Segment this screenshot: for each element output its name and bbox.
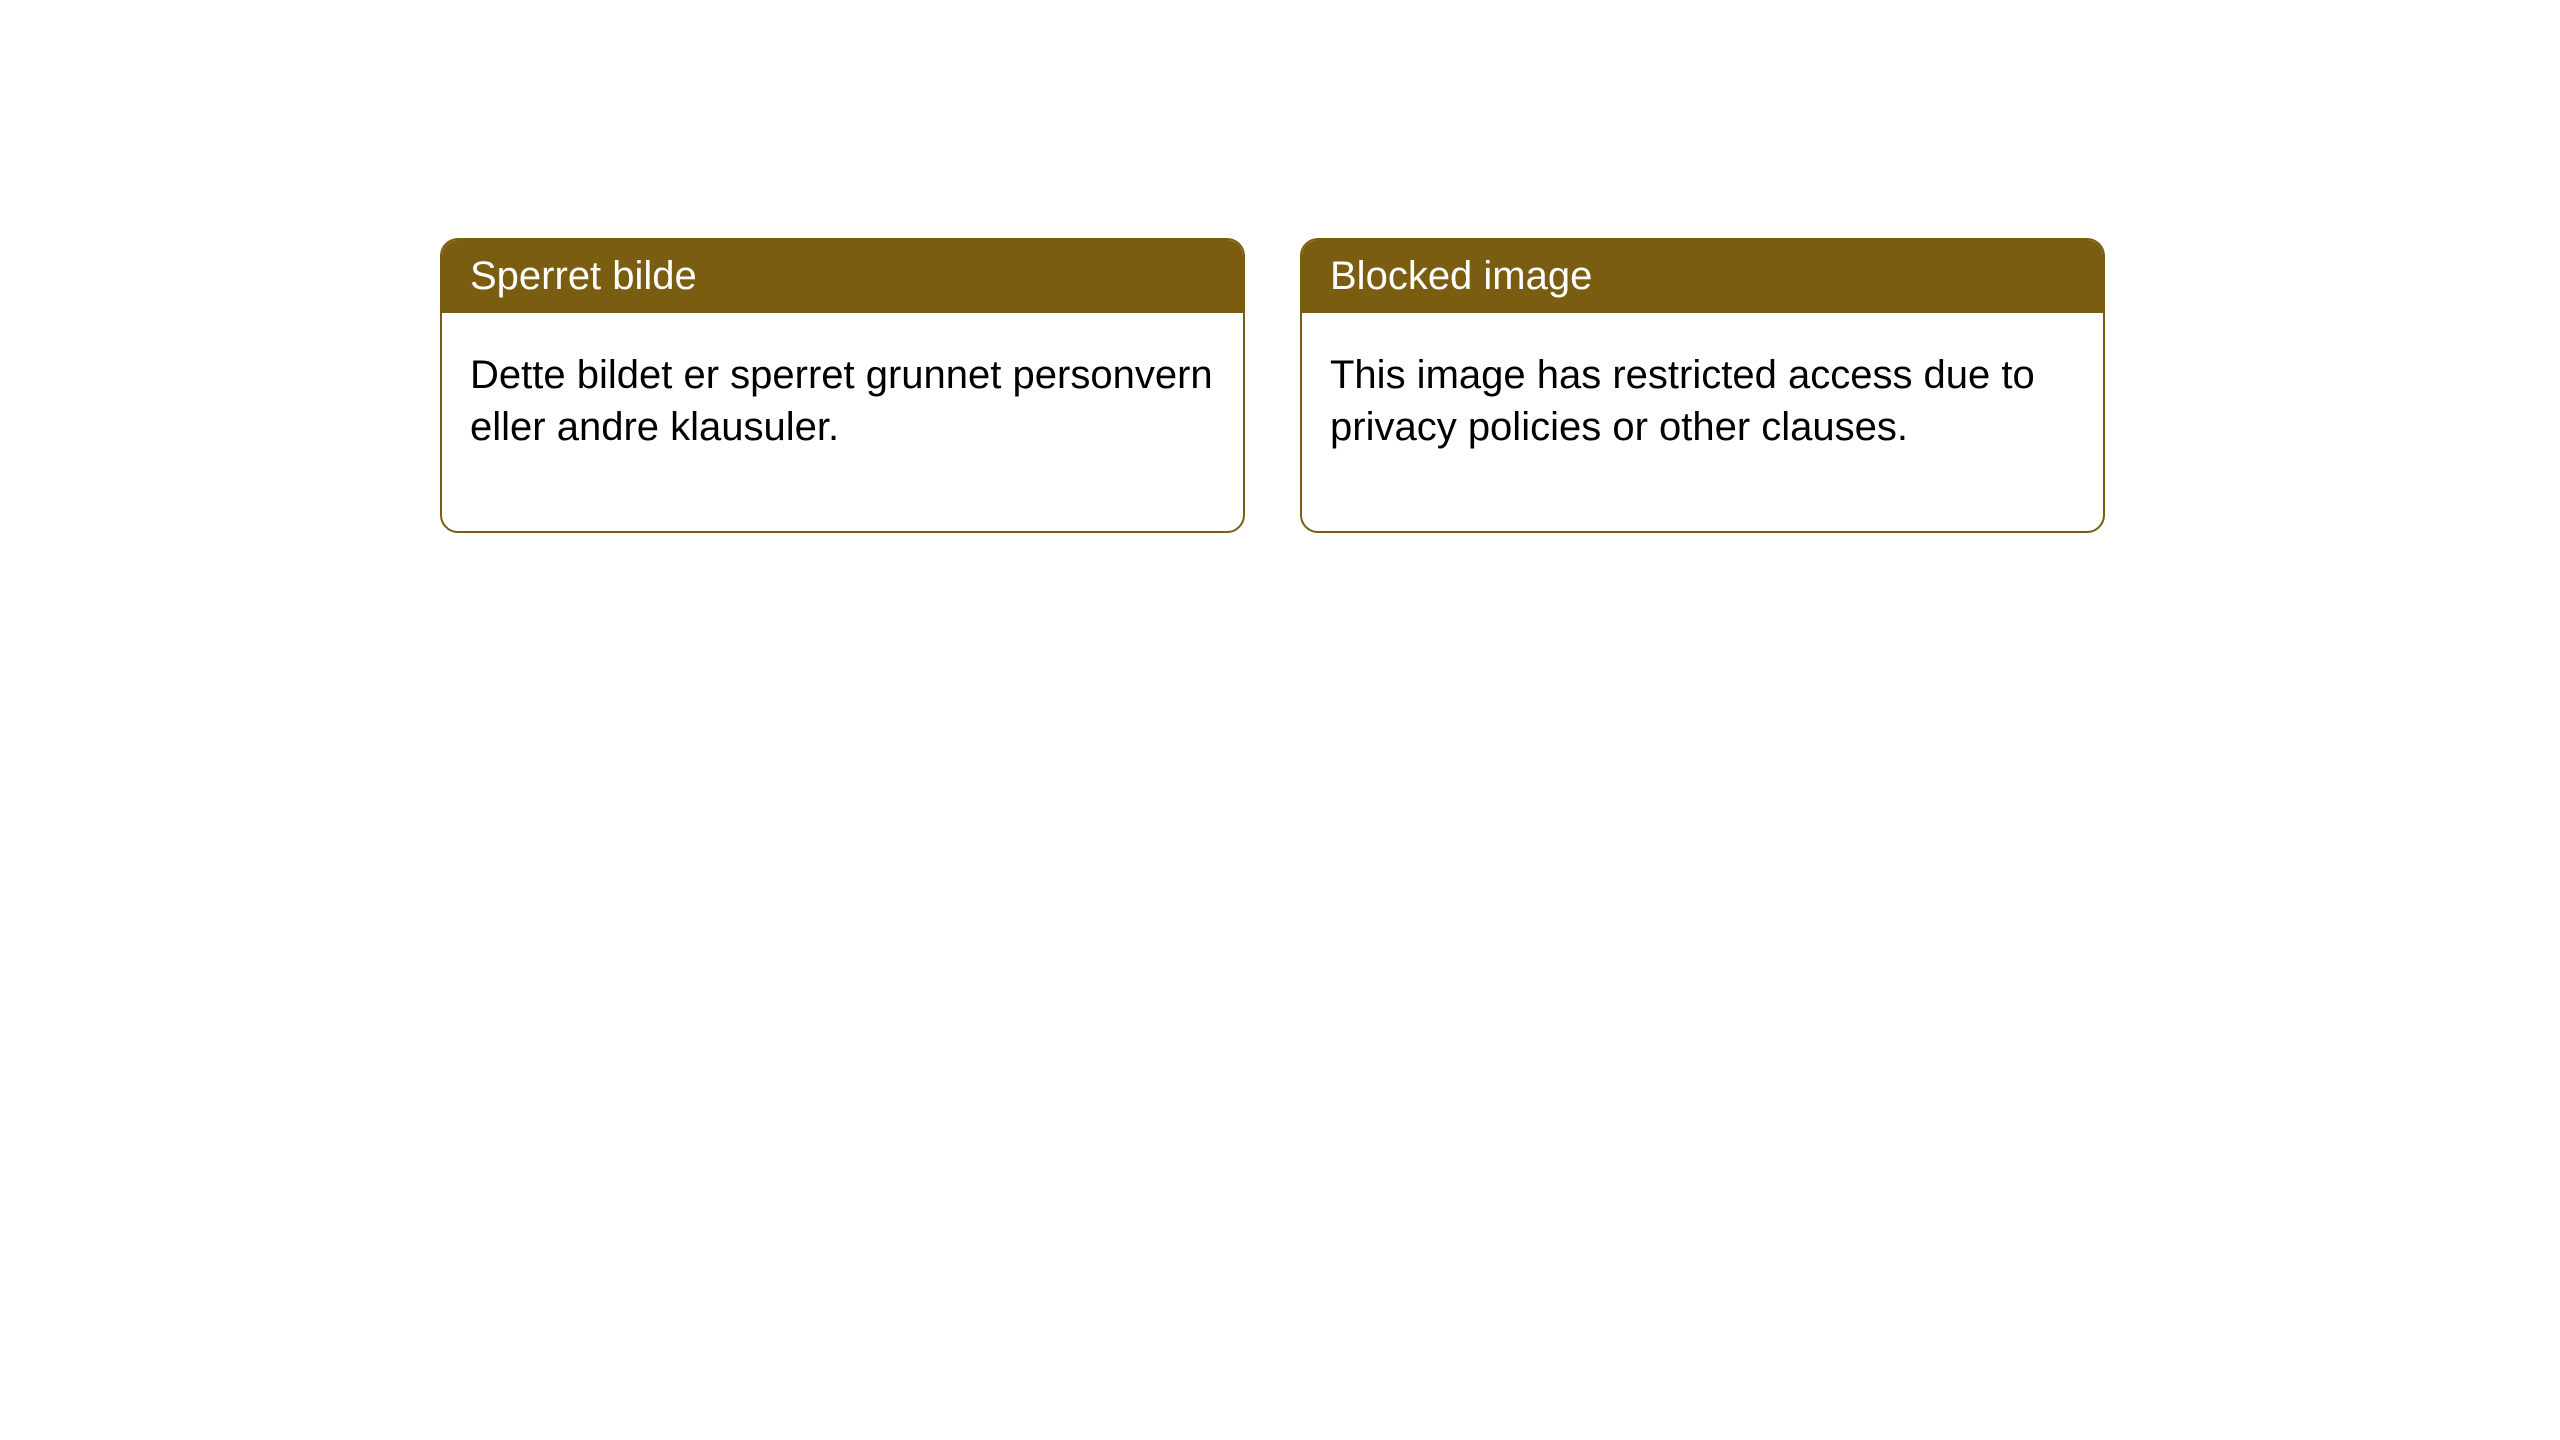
notice-body-english: This image has restricted access due to … bbox=[1302, 313, 2103, 531]
notice-container: Sperret bilde Dette bildet er sperret gr… bbox=[440, 238, 2105, 533]
notice-card-norwegian: Sperret bilde Dette bildet er sperret gr… bbox=[440, 238, 1245, 533]
notice-body-norwegian: Dette bildet er sperret grunnet personve… bbox=[442, 313, 1243, 531]
notice-card-english: Blocked image This image has restricted … bbox=[1300, 238, 2105, 533]
notice-title-english: Blocked image bbox=[1302, 240, 2103, 313]
notice-title-norwegian: Sperret bilde bbox=[442, 240, 1243, 313]
